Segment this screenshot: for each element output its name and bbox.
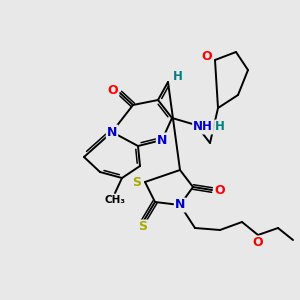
Text: O: O [108,83,118,97]
Text: O: O [202,50,212,62]
Text: CH₃: CH₃ [104,195,125,205]
Text: N: N [157,134,167,146]
Text: H: H [215,121,225,134]
Text: O: O [253,236,263,250]
Text: H: H [173,70,183,83]
Text: N: N [107,125,117,139]
Text: O: O [215,184,225,196]
Text: N: N [175,199,185,212]
Text: NH: NH [193,121,213,134]
Text: S: S [139,220,148,233]
Text: S: S [133,176,142,188]
